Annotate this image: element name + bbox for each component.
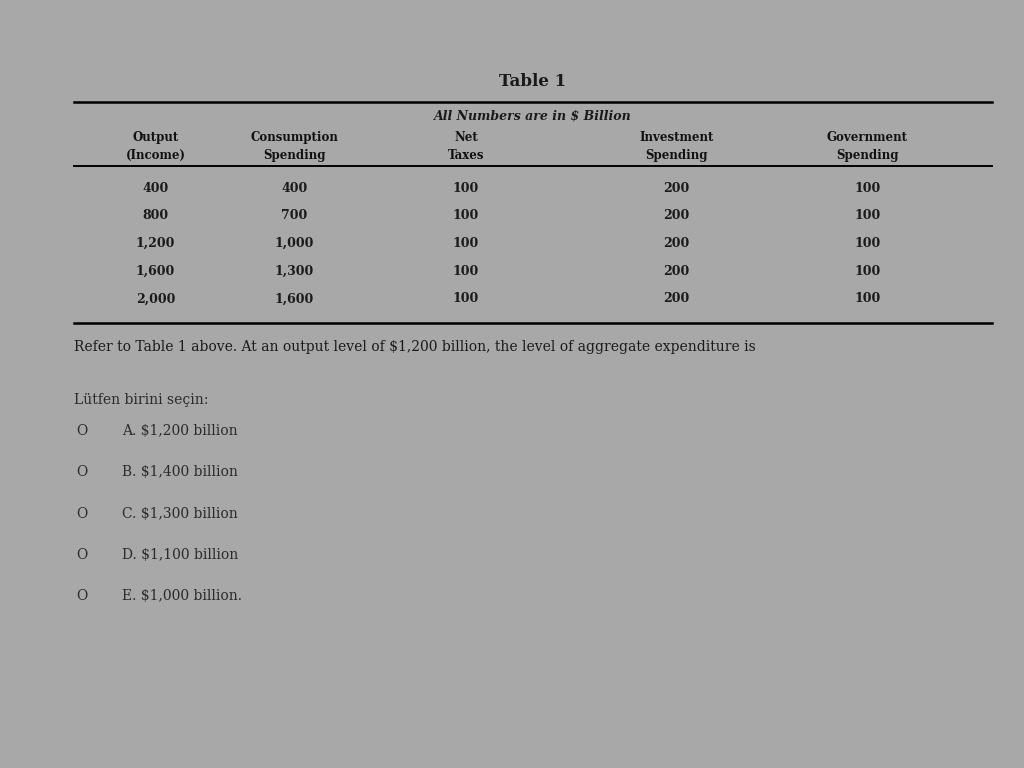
Text: Consumption: Consumption <box>250 131 338 144</box>
Text: 100: 100 <box>854 293 881 306</box>
Text: 1,000: 1,000 <box>274 237 313 250</box>
Text: Taxes: Taxes <box>447 149 484 161</box>
Text: All Numbers are in $ Billion: All Numbers are in $ Billion <box>434 109 632 122</box>
Text: 100: 100 <box>854 265 881 278</box>
Text: O: O <box>77 424 88 438</box>
Text: O: O <box>77 548 88 561</box>
Text: 200: 200 <box>664 182 689 194</box>
Text: 100: 100 <box>854 237 881 250</box>
Text: 800: 800 <box>142 210 169 223</box>
Text: O: O <box>77 465 88 479</box>
Text: O: O <box>77 589 88 603</box>
Text: 1,600: 1,600 <box>274 293 313 306</box>
Text: O: O <box>77 507 88 521</box>
Text: Table 1: Table 1 <box>500 73 566 90</box>
Text: 1,300: 1,300 <box>274 265 313 278</box>
Text: 200: 200 <box>664 293 689 306</box>
Text: C. $1,300 billion: C. $1,300 billion <box>122 507 238 521</box>
Text: 700: 700 <box>281 210 307 223</box>
Text: Spending: Spending <box>263 149 326 161</box>
Text: D. $1,100 billion: D. $1,100 billion <box>122 548 239 561</box>
Text: 400: 400 <box>142 182 169 194</box>
Text: 200: 200 <box>664 237 689 250</box>
Text: Spending: Spending <box>837 149 899 161</box>
Text: 100: 100 <box>854 182 881 194</box>
Text: 100: 100 <box>453 237 479 250</box>
Text: 200: 200 <box>664 265 689 278</box>
Text: 200: 200 <box>664 210 689 223</box>
Text: 100: 100 <box>453 265 479 278</box>
Text: 2,000: 2,000 <box>136 293 175 306</box>
Text: Net: Net <box>455 131 478 144</box>
Text: 100: 100 <box>854 210 881 223</box>
Text: E. $1,000 billion.: E. $1,000 billion. <box>122 589 242 603</box>
Text: 400: 400 <box>281 182 307 194</box>
Text: Refer to Table 1 above. At an output level of $1,200 billion, the level of aggre: Refer to Table 1 above. At an output lev… <box>75 340 756 354</box>
Text: Output: Output <box>132 131 179 144</box>
Text: 100: 100 <box>453 182 479 194</box>
Text: 100: 100 <box>453 210 479 223</box>
Text: Government: Government <box>826 131 908 144</box>
Text: 1,200: 1,200 <box>136 237 175 250</box>
Text: 1,600: 1,600 <box>136 265 175 278</box>
Text: Spending: Spending <box>645 149 708 161</box>
Text: Investment: Investment <box>639 131 714 144</box>
Text: 100: 100 <box>453 293 479 306</box>
Text: (Income): (Income) <box>126 149 185 161</box>
Text: B. $1,400 billion: B. $1,400 billion <box>122 465 238 479</box>
Text: Lütfen birini seçin:: Lütfen birini seçin: <box>75 392 209 407</box>
Text: A. $1,200 billion: A. $1,200 billion <box>122 424 238 438</box>
